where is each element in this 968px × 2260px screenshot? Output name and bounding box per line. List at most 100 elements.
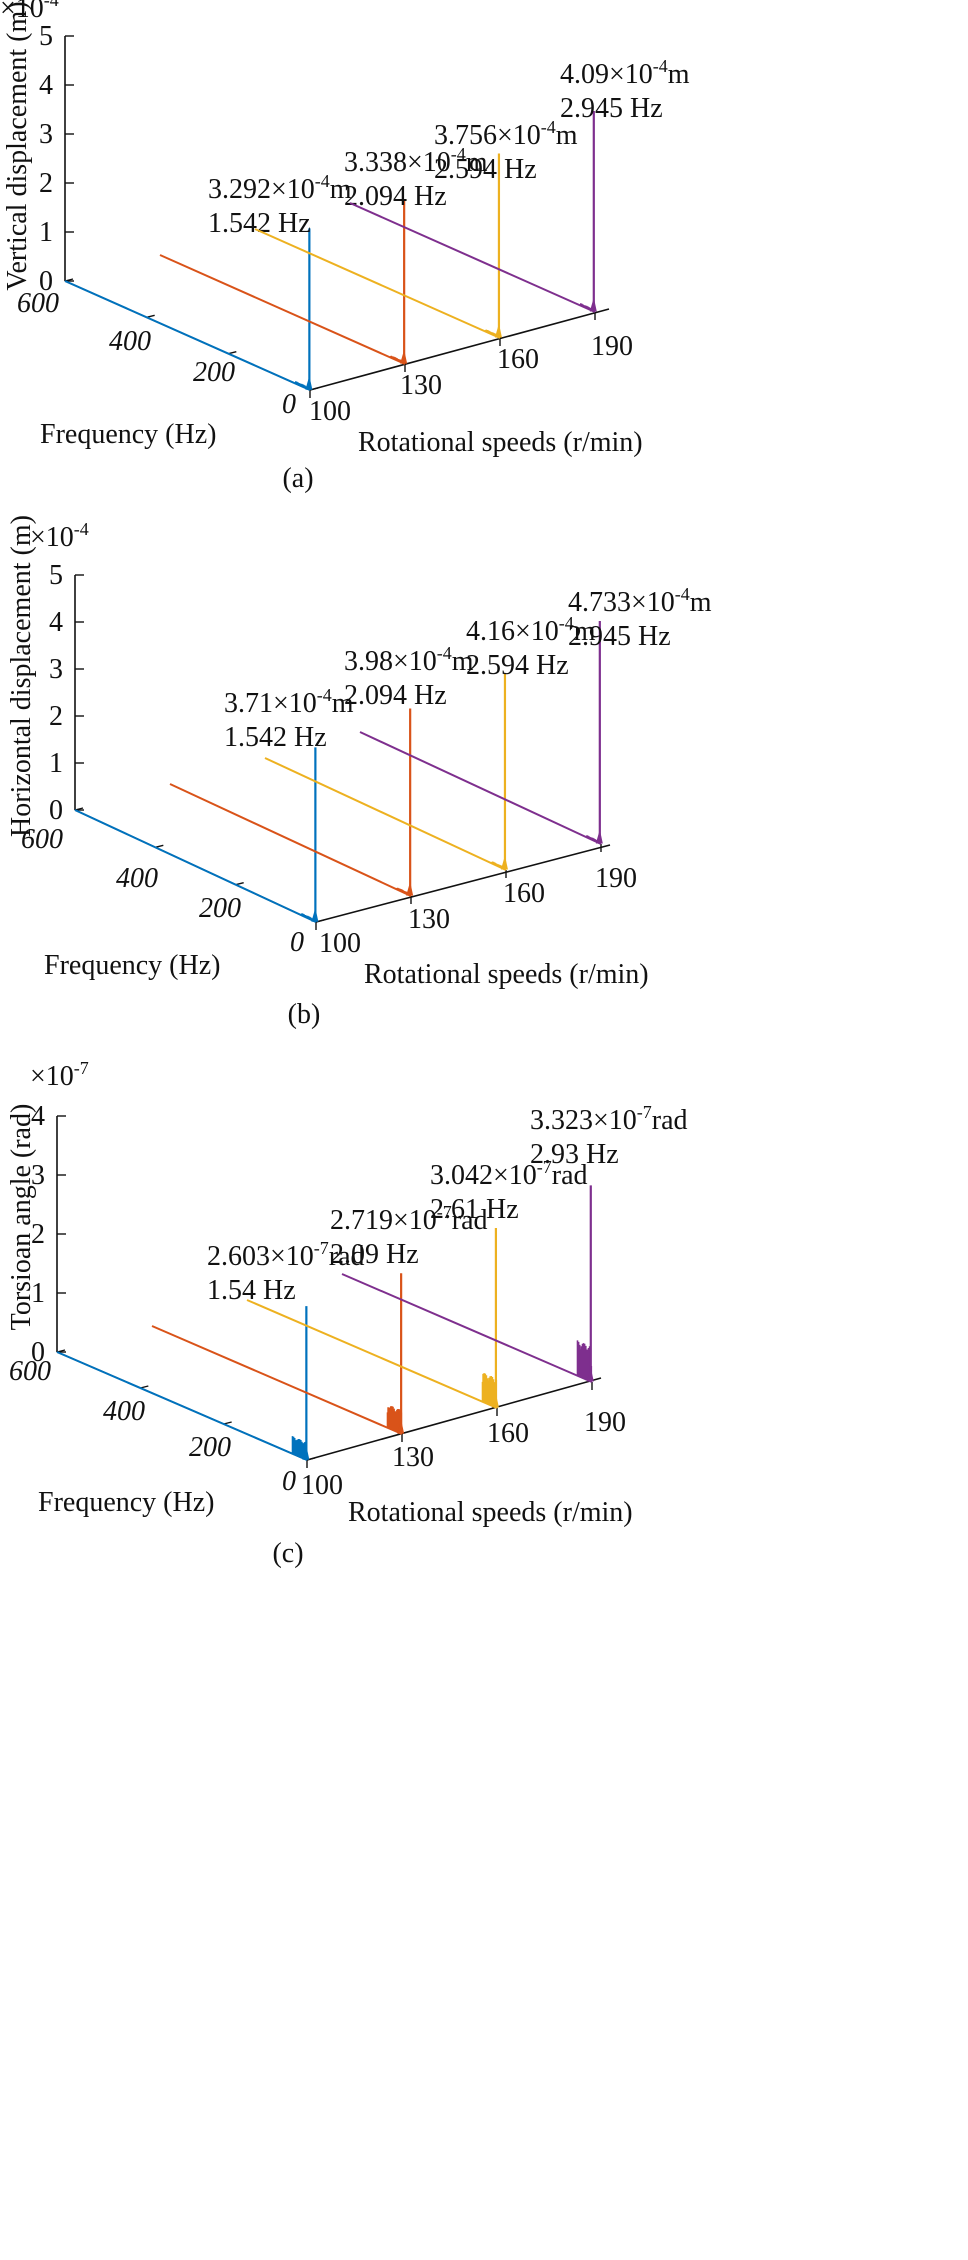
series-130: 3.338×10-4m2.094 Hz bbox=[159, 144, 488, 365]
peak-value-label: 3.323×10-7rad bbox=[530, 1102, 688, 1136]
speed-tick-label: 100 bbox=[301, 1470, 343, 1501]
series-baseline bbox=[341, 1273, 593, 1383]
z-tick-label: 3 bbox=[39, 119, 53, 150]
z-tick-label: 0 bbox=[39, 266, 53, 297]
frequency-tick-label: 600 bbox=[9, 1356, 51, 1387]
exponent-label: ×10-4 bbox=[0, 0, 59, 24]
frequency-tick-label: 400 bbox=[116, 863, 158, 894]
series-130: 3.98×10-4m2.094 Hz bbox=[169, 643, 474, 897]
peak-frequency-label: 2.594 Hz bbox=[466, 650, 569, 681]
frequency-axis-label: Frequency (Hz) bbox=[40, 419, 216, 450]
series-baseline bbox=[56, 1351, 308, 1461]
series-baseline bbox=[246, 1299, 498, 1409]
z-tick-label: 3 bbox=[49, 654, 63, 685]
z-tick-label: 4 bbox=[49, 607, 63, 638]
peak-value-label: 2.603×10-7rad bbox=[207, 1238, 365, 1272]
peak-value-label: 3.756×10-4m bbox=[434, 117, 578, 151]
frequency-tick-label: 600 bbox=[21, 824, 63, 855]
frequency-tick-label: 400 bbox=[109, 326, 151, 357]
speed-tick-label: 160 bbox=[503, 878, 545, 909]
series-peak-base bbox=[595, 829, 603, 844]
z-tick-label: 1 bbox=[31, 1278, 45, 1309]
z-tick-label: 2 bbox=[39, 168, 53, 199]
frequency-tick-label: 600 bbox=[17, 288, 59, 319]
frequency-axis-label: Frequency (Hz) bbox=[44, 950, 220, 981]
speed-tick-label: 130 bbox=[392, 1442, 434, 1473]
peak-frequency-label: 2.094 Hz bbox=[344, 181, 447, 212]
series-peak-base bbox=[311, 907, 319, 922]
z-tick-label: 2 bbox=[49, 701, 63, 732]
exponent-label: ×10-4 bbox=[30, 519, 89, 553]
speed-tick-label: 190 bbox=[584, 1407, 626, 1438]
frequency-tick-label: 200 bbox=[189, 1432, 231, 1463]
z-tick-label: 2 bbox=[31, 1219, 45, 1250]
peak-value-label: 4.09×10-4m bbox=[560, 56, 690, 90]
series-100: 3.292×10-4m1.542 Hz bbox=[64, 171, 352, 391]
series-baseline bbox=[254, 228, 501, 339]
speed-axis-line bbox=[315, 844, 611, 923]
series-160: 3.756×10-4m2.594 Hz bbox=[254, 117, 578, 339]
peak-value-label: 3.71×10-4m bbox=[224, 685, 354, 719]
peak-value-label: 4.16×10-4m bbox=[466, 613, 596, 647]
series-baseline bbox=[74, 809, 317, 923]
frequency-tick-label: 400 bbox=[103, 1396, 145, 1427]
series-peak-base bbox=[400, 349, 408, 364]
speed-axis-line bbox=[309, 308, 610, 391]
series-baseline bbox=[151, 1325, 403, 1435]
speed-tick-label: 160 bbox=[497, 344, 539, 375]
speed-axis-line bbox=[306, 1377, 602, 1461]
series-peak-base bbox=[397, 1419, 405, 1434]
panel-caption: (b) bbox=[288, 999, 321, 1030]
speed-tick-label: 190 bbox=[595, 863, 637, 894]
speed-tick-label: 100 bbox=[309, 396, 351, 427]
z-tick-label: 0 bbox=[49, 795, 63, 826]
series-baseline bbox=[159, 254, 406, 365]
z-tick-label: 5 bbox=[39, 21, 53, 52]
speed-tick-label: 160 bbox=[487, 1418, 529, 1449]
z-axis-label: Torsioan angle (rad) bbox=[6, 1104, 37, 1331]
series-peak-base bbox=[589, 297, 597, 312]
frequency-tick-label: 0 bbox=[282, 1466, 296, 1497]
frequency-tick-label: 0 bbox=[282, 389, 296, 420]
frequency-axis-label: Frequency (Hz) bbox=[38, 1487, 214, 1518]
series-peak-base bbox=[500, 855, 508, 870]
speed-tick-label: 130 bbox=[408, 904, 450, 935]
series-peak-base bbox=[305, 375, 313, 390]
speed-tick-label: 130 bbox=[400, 370, 442, 401]
series-peak-base bbox=[494, 323, 502, 338]
series-baseline bbox=[349, 202, 596, 313]
z-tick-label: 1 bbox=[39, 217, 53, 248]
z-tick-label: 4 bbox=[39, 70, 53, 101]
series-baseline bbox=[64, 280, 311, 391]
series-160: 4.16×10-4m2.594 Hz bbox=[264, 613, 596, 871]
peak-frequency-label: 1.542 Hz bbox=[208, 208, 311, 239]
peak-value-label: 4.733×10-4m bbox=[568, 584, 712, 618]
peak-frequency-label: 2.094 Hz bbox=[344, 680, 447, 711]
z-tick-label: 4 bbox=[31, 1101, 45, 1132]
peak-value-label: 2.719×10-7rad bbox=[330, 1202, 488, 1236]
frequency-tick-label: 0 bbox=[290, 927, 304, 958]
z-tick-label: 0 bbox=[31, 1337, 45, 1368]
series-baseline bbox=[359, 731, 602, 845]
z-tick-label: 3 bbox=[31, 1160, 45, 1191]
z-axis-label: Horizontal displacement (m) bbox=[6, 515, 37, 837]
series-baseline bbox=[169, 783, 412, 897]
series-190: 4.09×10-4m2.945 Hz bbox=[349, 56, 690, 313]
peak-frequency-label: 1.542 Hz bbox=[224, 722, 327, 753]
series-peak-base bbox=[491, 1393, 499, 1408]
z-axis-label: Vertical displacement (m) bbox=[2, 1, 33, 290]
frequency-tick-label: 200 bbox=[193, 357, 235, 388]
speed-axis-label: Rotational speeds (r/min) bbox=[348, 1497, 633, 1528]
peak-value-label: 3.98×10-4m bbox=[344, 643, 474, 677]
speed-axis-label: Rotational speeds (r/min) bbox=[358, 427, 643, 458]
series-190: 4.733×10-4m2.945 Hz bbox=[359, 584, 712, 845]
panel-caption: (c) bbox=[272, 1538, 303, 1569]
exponent-label: ×10-7 bbox=[30, 1058, 89, 1092]
peak-frequency-label: 2.945 Hz bbox=[560, 93, 663, 124]
series-baseline bbox=[264, 757, 507, 871]
